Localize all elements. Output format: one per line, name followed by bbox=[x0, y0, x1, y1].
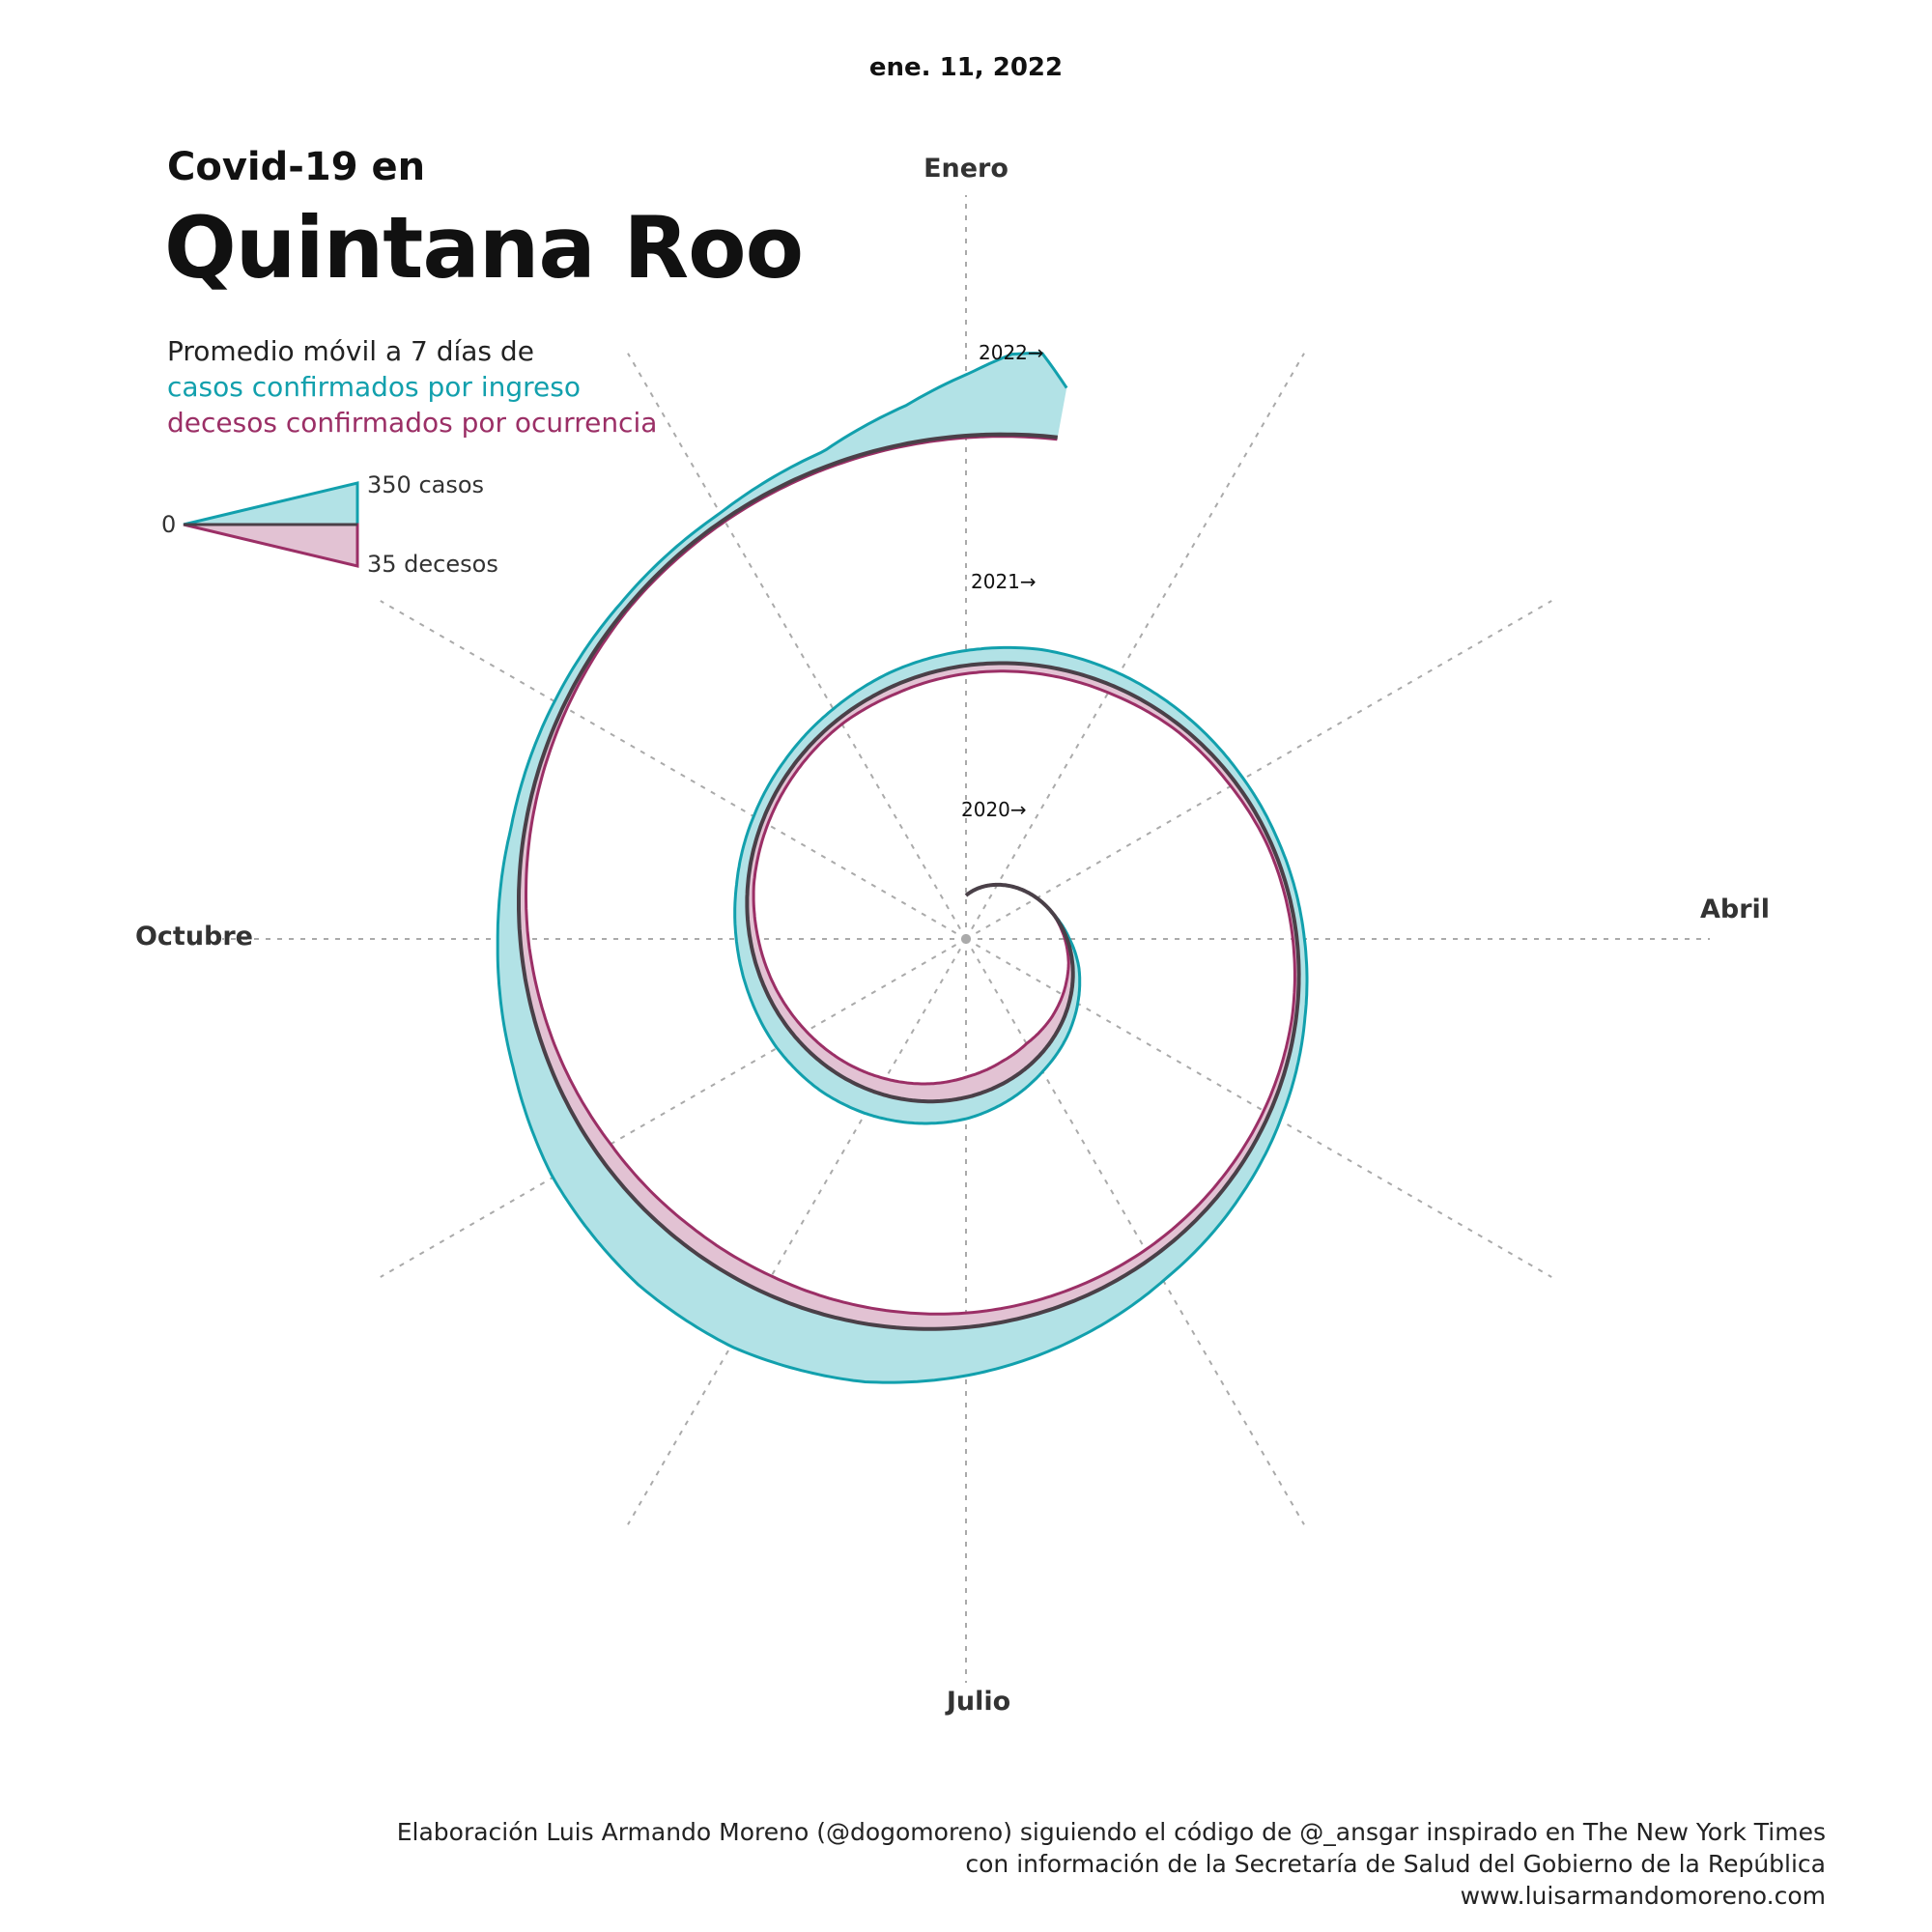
legend-cases-wedge bbox=[183, 481, 359, 526]
month-label-january: Enero bbox=[923, 154, 1009, 184]
credits-line-1: Elaboración Luis Armando Moreno (@dogomo… bbox=[396, 1818, 1826, 1846]
year-label-2020: 2020→ bbox=[961, 798, 1027, 821]
subtitle-line-deaths: decesos confirmados por ocurrencia bbox=[167, 407, 658, 439]
legend-deaths-wedge bbox=[183, 523, 359, 568]
deaths-series-line bbox=[525, 435, 1296, 1316]
month-label-july: Julio bbox=[945, 1687, 1010, 1717]
title-prefix: Covid-19 en bbox=[167, 145, 426, 189]
year-label-2021: 2021→ bbox=[971, 570, 1037, 593]
month-gridline bbox=[965, 938, 1552, 1278]
deaths-spiral-area bbox=[519, 434, 1299, 1329]
credits-footer: Elaboración Luis Armando Moreno (@dogomo… bbox=[397, 1816, 1826, 1912]
credits-line-2: con información de la Secretaría de Salu… bbox=[965, 1850, 1826, 1878]
legend-deaths-label: 35 decesos bbox=[367, 551, 498, 578]
month-label-april: Abril bbox=[1700, 895, 1770, 924]
month-gridline bbox=[965, 600, 1552, 940]
month-gridline bbox=[380, 600, 967, 940]
month-gridline bbox=[627, 938, 967, 1525]
month-gridlines bbox=[222, 195, 1710, 1683]
baseline-spiral-line bbox=[517, 432, 1301, 1331]
deaths-series-fill bbox=[519, 434, 1299, 1329]
month-gridline bbox=[627, 353, 967, 940]
legend-zero-label: 0 bbox=[161, 511, 176, 538]
current-date-label: ene. 11, 2022 bbox=[868, 53, 1064, 82]
spiral-baseline bbox=[517, 432, 1301, 1331]
page-title: Quintana Roo bbox=[164, 198, 804, 298]
credits-line-3: www.luisarmandomoreno.com bbox=[1460, 1882, 1826, 1910]
subtitle-line-1: Promedio móvil a 7 días de bbox=[167, 335, 534, 367]
month-label-october: Octubre bbox=[135, 922, 253, 952]
spiral-center-dot bbox=[961, 934, 971, 944]
subtitle: Promedio móvil a 7 días de casos confirm… bbox=[167, 333, 657, 440]
month-gridline bbox=[965, 938, 1305, 1525]
cases-spiral-area bbox=[496, 352, 1309, 1384]
subtitle-line-cases: casos confirmados por ingreso bbox=[167, 371, 581, 403]
year-label-2022: 2022→ bbox=[979, 341, 1044, 364]
legend-cases-label: 350 casos bbox=[367, 471, 484, 498]
month-gridline bbox=[965, 353, 1305, 940]
cases-series-line bbox=[496, 352, 1309, 1384]
legend: 0 350 casos 35 decesos bbox=[161, 471, 498, 578]
month-gridline bbox=[380, 938, 967, 1278]
